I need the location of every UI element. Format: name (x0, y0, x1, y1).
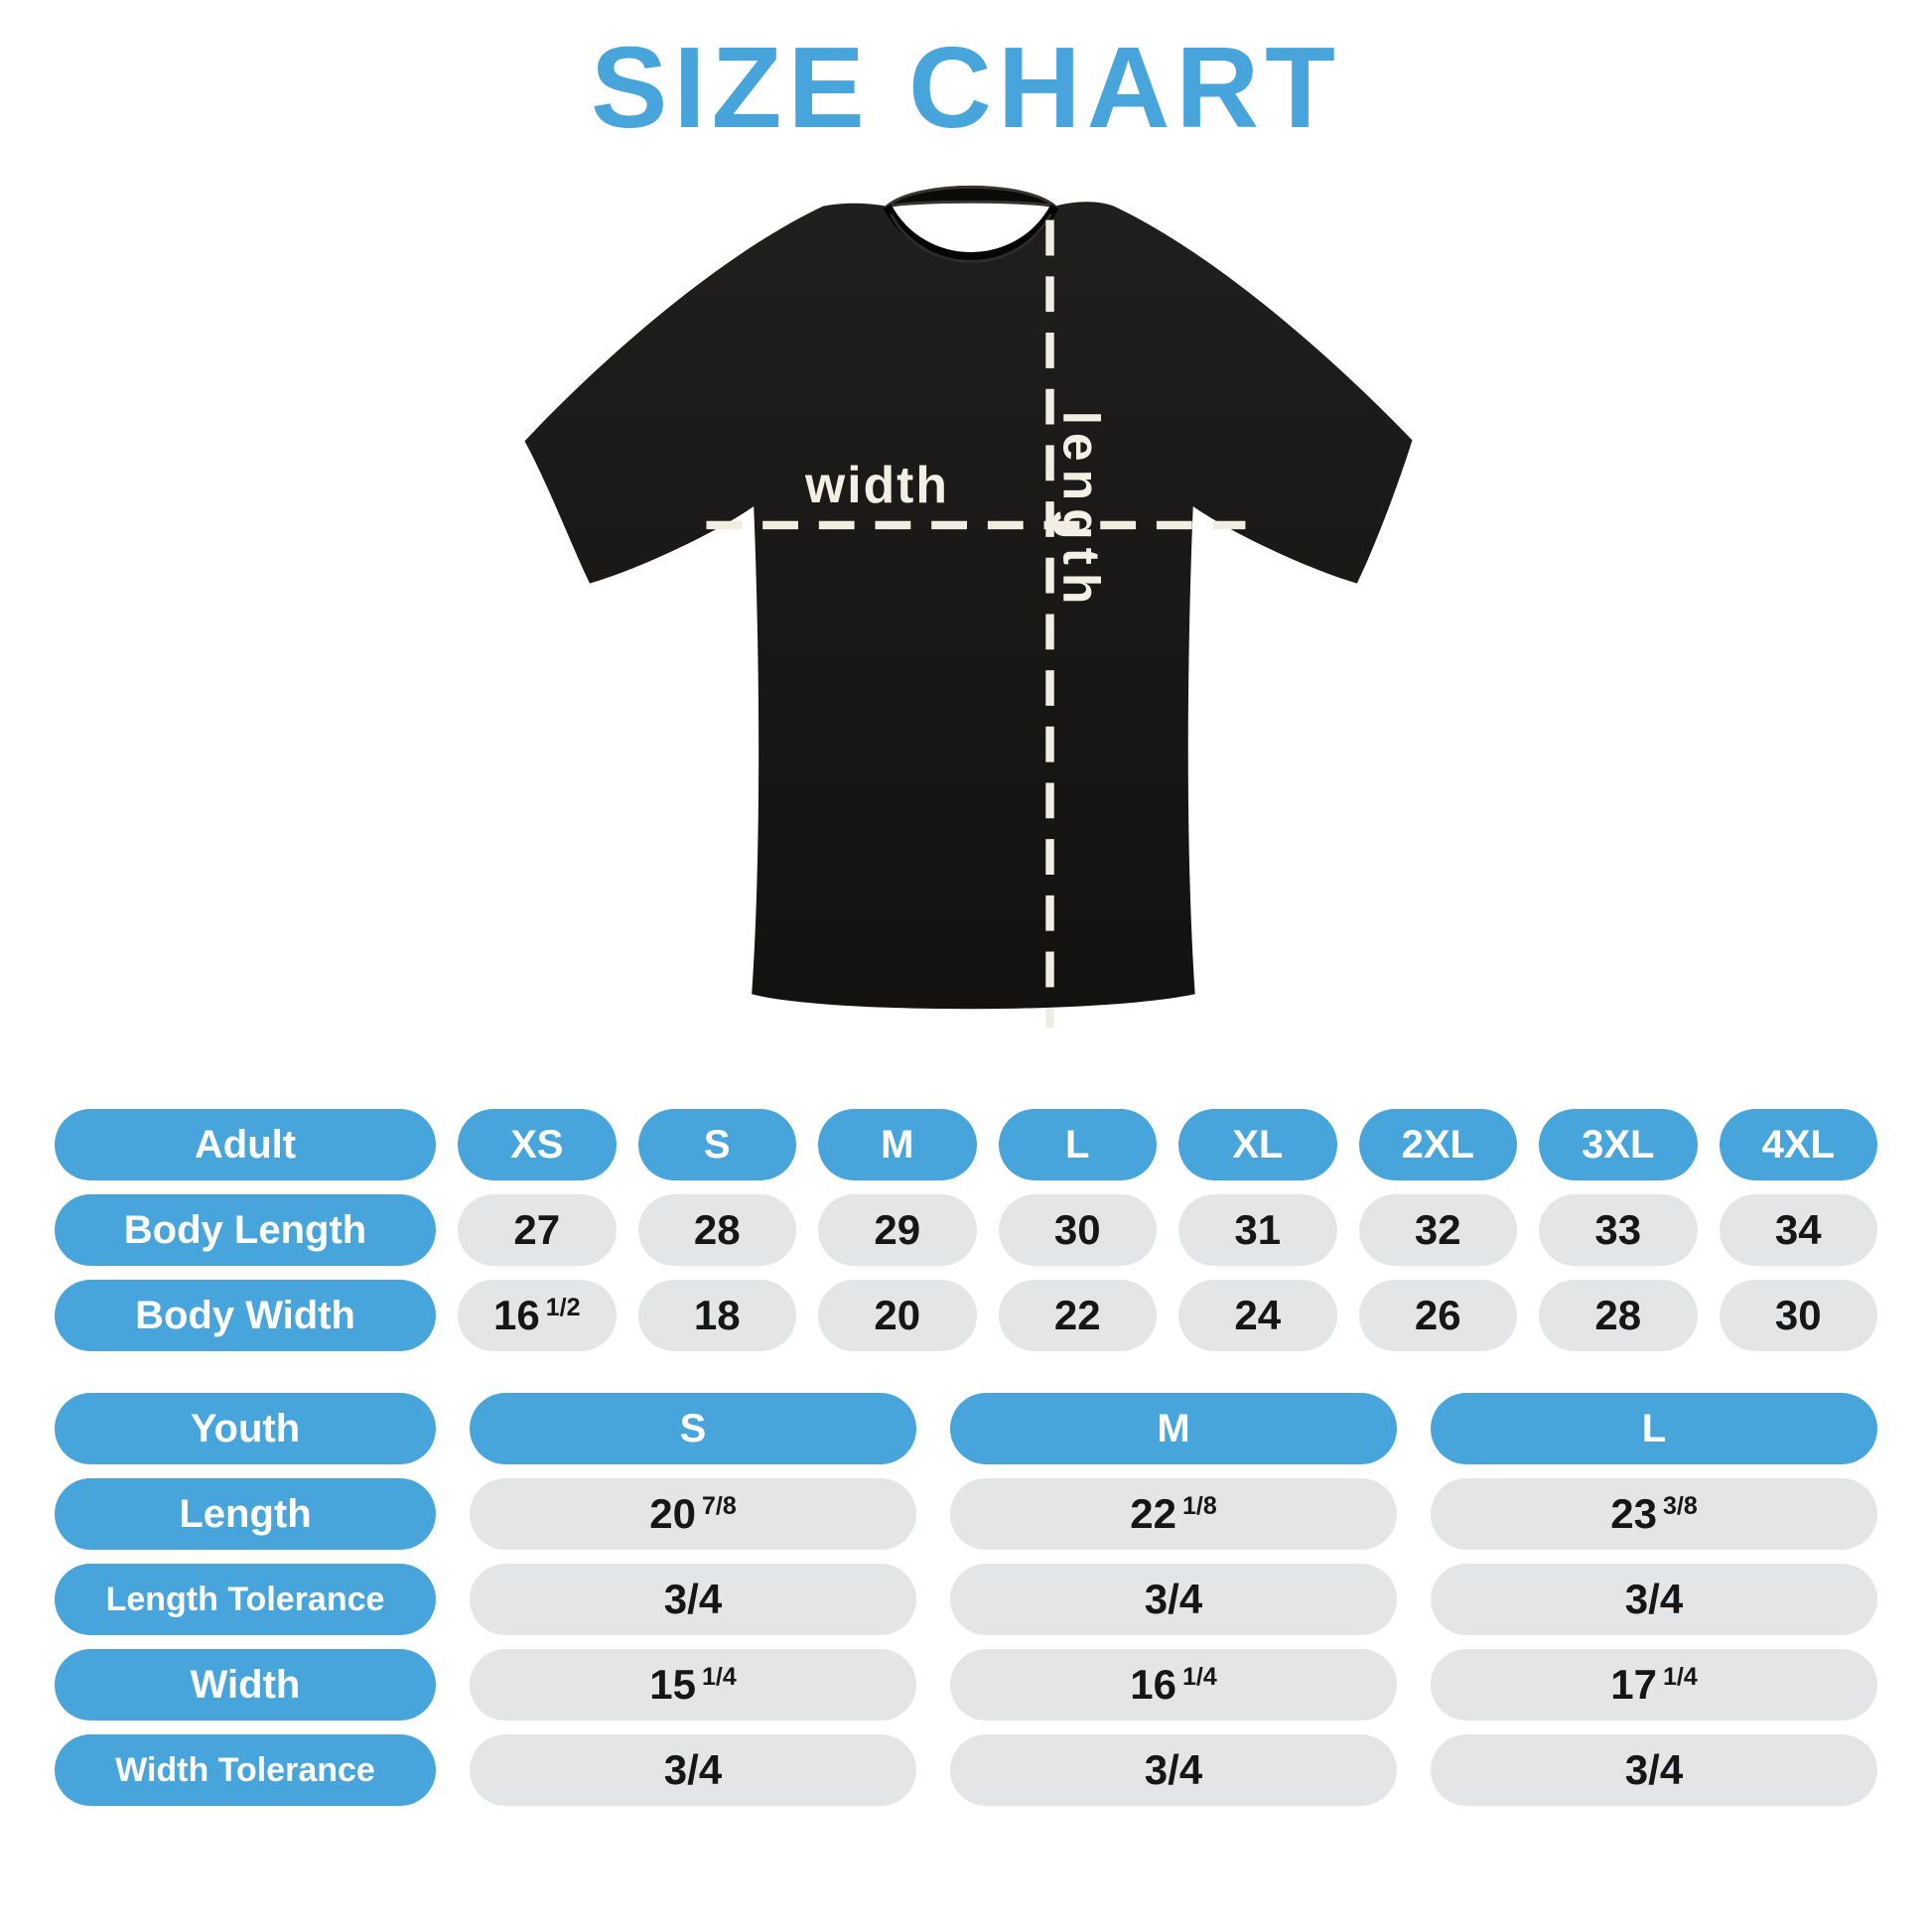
body-width-value: 28 (1539, 1280, 1698, 1351)
adult-size-header-xl: XL (1178, 1109, 1337, 1180)
value-fraction: 1/4 (1662, 1662, 1698, 1691)
adult-size-table: Adult XS S M L XL 2XL 3XL 4XL Body Lengt… (55, 1109, 1877, 1351)
value-main: 26 (1414, 1292, 1461, 1338)
row-label-body-length: Body Length (55, 1194, 436, 1266)
body-width-value: 16 1/2 (458, 1280, 617, 1351)
value-main: 34 (1774, 1206, 1822, 1253)
value-main: 27 (513, 1206, 561, 1253)
value-main: 17 (1610, 1661, 1657, 1708)
adult-size-header-3xl: 3XL (1539, 1109, 1698, 1180)
adult-size-header-4xl: 4XL (1719, 1109, 1877, 1180)
youth-table-title: Youth (55, 1393, 436, 1464)
value-main: 15 (649, 1661, 696, 1708)
adult-table-title: Adult (55, 1109, 436, 1180)
length-label: length (1052, 411, 1110, 613)
value-fraction: 7/8 (701, 1491, 737, 1520)
youth-width-value: 15 1/4 (470, 1649, 916, 1721)
value-main: 18 (693, 1292, 741, 1338)
value-main: 24 (1234, 1292, 1282, 1338)
value-main: 20 (649, 1490, 696, 1537)
youth-width-value: 17 1/4 (1431, 1649, 1877, 1721)
value-main: 3/4 (1624, 1576, 1684, 1622)
value-main: 32 (1414, 1206, 1461, 1253)
body-length-value: 30 (998, 1194, 1157, 1266)
value-fraction: 1/2 (545, 1293, 581, 1321)
value-fraction: 3/8 (1662, 1491, 1698, 1520)
body-length-value: 27 (458, 1194, 617, 1266)
body-length-value: 34 (1719, 1194, 1877, 1266)
body-length-value: 31 (1178, 1194, 1337, 1266)
value-main: 3/4 (1144, 1746, 1203, 1793)
tshirt-body-shape (524, 202, 1413, 1010)
body-width-value: 30 (1719, 1280, 1877, 1351)
tshirt-figure: width length (420, 159, 1512, 1047)
value-main: 23 (1610, 1490, 1657, 1537)
length-tolerance-value: 3/4 (950, 1564, 1397, 1635)
value-main: 3/4 (663, 1576, 723, 1622)
row-label-width: Width (55, 1649, 436, 1721)
body-length-value: 32 (1358, 1194, 1517, 1266)
length-tolerance-value: 3/4 (1431, 1564, 1877, 1635)
adult-size-header-s: S (637, 1109, 796, 1180)
value-main: 3/4 (1144, 1576, 1203, 1622)
adult-size-header-2xl: 2XL (1358, 1109, 1517, 1180)
youth-size-header-s: S (470, 1393, 916, 1464)
width-tolerance-value: 3/4 (1431, 1734, 1877, 1806)
tshirt-collar-shape (882, 185, 1060, 209)
youth-width-value: 16 1/4 (950, 1649, 1397, 1721)
width-tolerance-value: 3/4 (470, 1734, 916, 1806)
value-main: 30 (1774, 1292, 1822, 1338)
youth-size-header-m: M (950, 1393, 1397, 1464)
value-main: 29 (874, 1206, 921, 1253)
value-main: 3/4 (1624, 1746, 1684, 1793)
value-main: 30 (1053, 1206, 1101, 1253)
body-width-value: 22 (998, 1280, 1157, 1351)
value-main: 31 (1234, 1206, 1282, 1253)
youth-length-value: 22 1/8 (950, 1478, 1397, 1550)
row-label-body-width: Body Width (55, 1280, 436, 1351)
body-width-value: 18 (637, 1280, 796, 1351)
row-label-length: Length (55, 1478, 436, 1550)
value-main: 28 (693, 1206, 741, 1253)
width-label: width (804, 456, 949, 513)
value-main: 22 (1053, 1292, 1101, 1338)
value-main: 16 (493, 1292, 540, 1338)
row-label-width-tolerance: Width Tolerance (55, 1734, 436, 1806)
adult-size-header-xs: XS (458, 1109, 617, 1180)
length-tolerance-value: 3/4 (470, 1564, 916, 1635)
value-main: 28 (1594, 1292, 1642, 1338)
value-fraction: 1/4 (701, 1662, 737, 1691)
value-main: 20 (874, 1292, 921, 1338)
youth-length-value: 23 3/8 (1431, 1478, 1877, 1550)
tshirt-graphic: width length (524, 185, 1413, 1029)
youth-length-value: 20 7/8 (470, 1478, 916, 1550)
tshirt-neckline (883, 204, 1059, 261)
youth-size-table: Youth S M L Length 20 7/8 22 1/8 23 3/8 Len… (55, 1393, 1877, 1806)
value-fraction: 1/4 (1181, 1662, 1217, 1691)
row-label-length-tolerance: Length Tolerance (55, 1564, 436, 1635)
page-title: SIZE CHART (591, 23, 1341, 152)
value-main: 33 (1594, 1206, 1642, 1253)
value-fraction: 1/8 (1181, 1491, 1217, 1520)
body-width-value: 26 (1358, 1280, 1517, 1351)
adult-size-header-m: M (818, 1109, 977, 1180)
body-width-value: 24 (1178, 1280, 1337, 1351)
body-length-value: 29 (818, 1194, 977, 1266)
body-length-value: 33 (1539, 1194, 1698, 1266)
tshirt-neckline-highlight (890, 212, 1052, 263)
value-main: 22 (1130, 1490, 1176, 1537)
size-tables: Adult XS S M L XL 2XL 3XL 4XL Body Lengt… (55, 1109, 1877, 1806)
body-width-value: 20 (818, 1280, 977, 1351)
youth-size-header-l: L (1431, 1393, 1877, 1464)
value-main: 16 (1130, 1661, 1176, 1708)
width-tolerance-value: 3/4 (950, 1734, 1397, 1806)
value-main: 3/4 (663, 1746, 723, 1793)
body-length-value: 28 (637, 1194, 796, 1266)
adult-size-header-l: L (998, 1109, 1157, 1180)
